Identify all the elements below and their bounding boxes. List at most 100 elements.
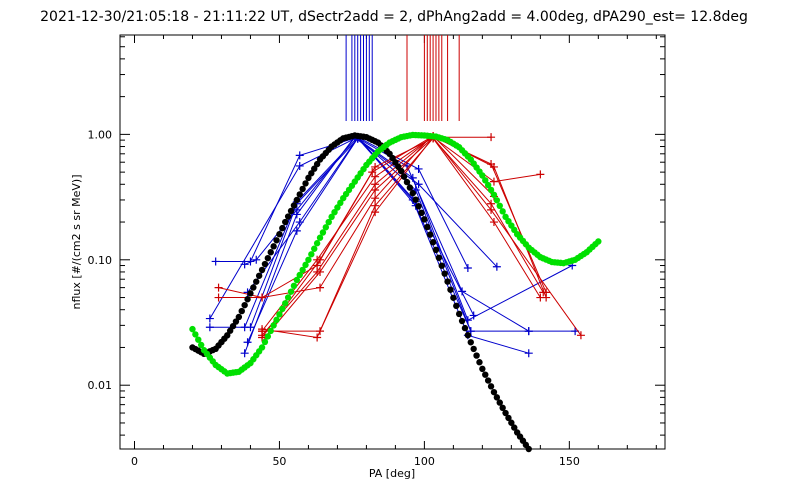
x-tick-label: 50 (272, 455, 286, 468)
green-curve-point (270, 322, 277, 329)
black-curve-point (400, 173, 408, 180)
black-curve-point (290, 202, 298, 209)
black-curve-point (267, 249, 274, 256)
black-curve-point (455, 310, 463, 318)
black-curve-point (313, 160, 321, 168)
green-curve-point (192, 331, 199, 338)
plot-frame (119, 34, 666, 450)
red-data-point (214, 293, 223, 302)
green-curve-point (328, 213, 335, 221)
black-curve-point (505, 414, 512, 422)
red-data-point (214, 283, 223, 292)
blue-data-point (240, 260, 249, 269)
green-curve-point (499, 208, 506, 215)
black-curve-point (284, 213, 292, 220)
blue-data-point (466, 327, 475, 336)
red-data-point (258, 293, 267, 302)
blue-data-point (295, 151, 304, 160)
black-curve-point (438, 262, 445, 269)
blue-series-line (250, 138, 573, 328)
blue-data-point (211, 257, 220, 266)
green-curve-point (305, 256, 312, 263)
blue-data-point (408, 173, 417, 182)
black-curve-point (264, 254, 272, 262)
black-curve-point (487, 383, 495, 390)
black-curve-point (235, 313, 243, 321)
red-data-point (536, 293, 545, 302)
green-curve-point (258, 344, 266, 351)
black-curve-point (484, 377, 492, 384)
green-curve-point (337, 199, 344, 207)
black-curve-point (273, 237, 280, 244)
green-curve-point (313, 240, 321, 247)
red-data-point (371, 162, 380, 171)
black-curve-point (496, 399, 503, 406)
model-curves (189, 131, 602, 453)
red-data-point (487, 160, 496, 169)
black-curve-point (406, 184, 414, 191)
blue-data-point (414, 180, 423, 189)
black-curve-point (450, 294, 457, 301)
blue-data-point (205, 314, 214, 323)
black-curve-point (508, 419, 515, 426)
red-data-point (316, 283, 325, 292)
red-data-point (258, 327, 267, 336)
green-curve-point (493, 197, 501, 204)
green-curve-point (479, 172, 486, 179)
blue-data-point (414, 164, 423, 173)
green-curve-point (311, 245, 318, 252)
green-curve-point (296, 271, 303, 279)
green-curve-point (490, 191, 498, 198)
x-tick-label: 150 (559, 455, 580, 468)
red-data-point (313, 255, 322, 264)
black-curve-point (444, 278, 451, 285)
green-curve-point (484, 181, 492, 189)
green-curve-point (195, 336, 202, 343)
chart-title: 2021-12-30/21:05:18 - 21:11:22 UT, dSect… (40, 9, 748, 25)
blue-data-point (463, 264, 472, 273)
x-tick-label: 100 (414, 455, 435, 468)
black-curve-point (525, 445, 532, 453)
black-curve-point (426, 231, 434, 238)
green-curve-point (595, 238, 602, 245)
green-curve-point (261, 338, 269, 346)
red-data-point (371, 186, 380, 195)
black-curve-point (476, 359, 483, 366)
green-curve-point (487, 186, 495, 194)
green-curve-point (276, 311, 283, 318)
blue-series-line (244, 137, 498, 268)
green-curve-point (302, 261, 309, 269)
green-curve-point (189, 325, 196, 333)
black-curve-point (287, 207, 295, 215)
green-curve-point (293, 276, 301, 284)
tick-labels: 0 50 100 150 0.01 0.10 1.00 (88, 128, 580, 468)
green-curve-point (279, 305, 286, 313)
black-curve-point (270, 243, 277, 250)
black-curve-point (305, 174, 312, 182)
green-curve-point (197, 341, 205, 349)
black-curve-point (282, 218, 289, 226)
green-curve-point (316, 234, 324, 241)
green-curve-point (264, 333, 272, 340)
green-curve-point (282, 300, 289, 307)
red-data-point (316, 267, 325, 276)
black-curve-point (397, 167, 405, 175)
black-curve-point (276, 230, 283, 238)
red-data-point (542, 288, 551, 297)
black-curve-point (490, 388, 498, 396)
black-curve-point (421, 216, 428, 223)
red-series-line (261, 135, 547, 336)
black-curve-point (470, 345, 477, 353)
black-curve-point (299, 185, 306, 193)
blue-data-point (252, 255, 261, 264)
blue-data-point (246, 323, 255, 332)
red-data-point (487, 133, 496, 142)
green-curve-point (319, 229, 327, 236)
black-curve-point (429, 239, 437, 246)
black-curve-point (238, 307, 245, 315)
black-curve-point (308, 170, 315, 177)
red-data-point (371, 194, 380, 203)
y-tick-label: 0.01 (88, 379, 113, 392)
black-curve-point (502, 409, 509, 417)
